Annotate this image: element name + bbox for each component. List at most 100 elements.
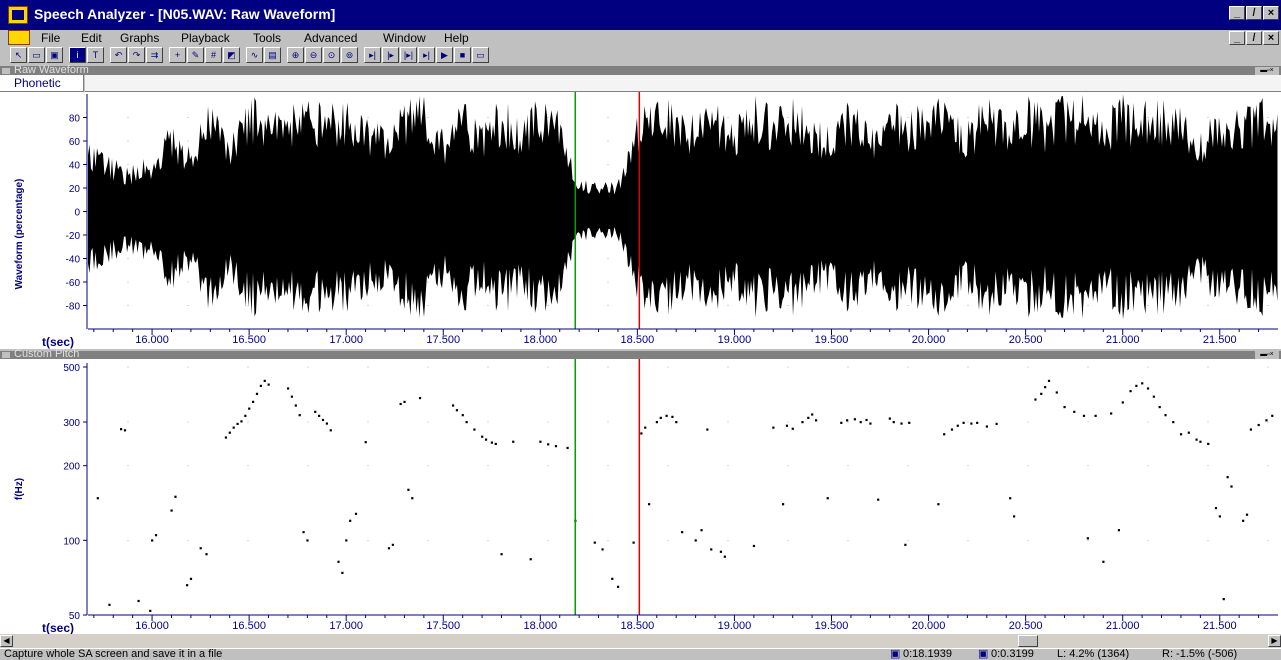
grid-dot	[187, 305, 189, 306]
info-icon[interactable]: i	[69, 47, 86, 63]
waveform-x-tick-label: 20.000	[912, 334, 946, 346]
zoom-in-icon[interactable]: ⊕	[287, 47, 304, 63]
zoom-all-icon[interactable]: ⊚	[341, 47, 358, 63]
pitch-point	[1086, 537, 1089, 540]
pitch-pane-header[interactable]: Custom Pitch ▬▫×	[0, 348, 1281, 360]
waveform-pane-header[interactable]: Raw Waveform ▬▫×	[0, 64, 1281, 76]
grid-dot	[967, 305, 969, 306]
redo-icon[interactable]: ↷	[128, 47, 145, 63]
grid-dot	[127, 465, 129, 467]
pitch-point	[407, 488, 410, 491]
pitch-point	[1047, 379, 1051, 382]
pitch-point	[1214, 507, 1218, 510]
zoom-out-icon[interactable]: ⊖	[305, 47, 322, 63]
text-icon[interactable]: T	[87, 47, 104, 63]
menu-bar: File Edit Graphs Playback Tools Advanced…	[0, 30, 1281, 46]
menu-file[interactable]: File	[41, 31, 61, 45]
restore-button[interactable]: ̸	[1246, 6, 1262, 20]
pitch-point	[236, 422, 239, 426]
add-segment-icon[interactable]: +	[169, 47, 186, 63]
menu-edit[interactable]: Edit	[81, 31, 102, 45]
app-icon[interactable]	[8, 6, 28, 24]
pitch-chart[interactable]: f(Hz) 500 300 200 100 50 t(sec) 16.000 16.500…	[0, 359, 1281, 634]
open-icon[interactable]: ▭	[28, 47, 45, 63]
scroll-right-icon[interactable]: ▶	[1268, 635, 1281, 647]
phonetic-label-box[interactable]: Phonetic	[0, 75, 84, 92]
pitch-point	[1117, 529, 1121, 532]
document-icon[interactable]	[8, 30, 30, 45]
grid-dot	[787, 539, 789, 541]
pane-window-buttons[interactable]: ▬▫×	[1255, 351, 1279, 359]
menu-help[interactable]: Help	[444, 31, 469, 45]
status-start-time: 0:18.1939	[903, 648, 952, 660]
add-point-icon[interactable]: #	[205, 47, 222, 63]
play-begin-icon[interactable]: ▸|	[364, 47, 381, 63]
edit-segment-icon[interactable]: ✎	[187, 47, 204, 63]
zoom-fit-icon[interactable]: ⊙	[323, 47, 340, 63]
pitch-point	[826, 497, 829, 500]
pitch-point	[318, 414, 321, 417]
pitch-point	[554, 445, 558, 448]
grid-dot	[607, 305, 609, 306]
grid-dot	[1147, 465, 1149, 467]
grid-dot	[247, 539, 249, 541]
play-icon[interactable]: ▶	[436, 47, 453, 63]
grid-dot	[727, 117, 729, 118]
doc-close-button[interactable]: ×	[1263, 31, 1279, 45]
menu-playback[interactable]: Playback	[181, 31, 230, 45]
play-between-icon[interactable]: |▸|	[400, 47, 417, 63]
grid-dot	[727, 366, 729, 368]
menu-advanced[interactable]: Advanced	[304, 31, 358, 45]
menu-graphs[interactable]: Graphs	[120, 31, 160, 45]
layout-icon[interactable]: ◩	[223, 47, 240, 63]
play-end-icon[interactable]: ▸|	[418, 47, 435, 63]
scroll-thumb[interactable]	[1018, 635, 1038, 647]
menu-tools[interactable]: Tools	[253, 31, 282, 45]
pitch-point	[465, 421, 468, 424]
grid-dot	[607, 164, 609, 165]
pitch-point	[411, 497, 414, 500]
horizontal-scrollbar[interactable]: ◀ ▶	[0, 634, 1281, 648]
pitch-point	[644, 426, 647, 429]
stop-icon[interactable]: ■	[454, 47, 471, 63]
pitch-point	[1245, 513, 1249, 516]
phonetic-annotation-strip[interactable]	[85, 75, 1281, 92]
grid-dot	[127, 421, 129, 423]
redo-all-icon[interactable]: ⇉	[146, 47, 163, 63]
cursor-icon[interactable]: ▤	[264, 47, 281, 63]
phonetic-label: Phonetic	[14, 76, 61, 90]
close-button[interactable]: ×	[1263, 6, 1279, 20]
menu-window[interactable]: Window	[383, 31, 426, 45]
waveform-chart[interactable]: Waveform (percentage) 80 60 40 20 0 -20 -40 -60…	[0, 92, 1281, 349]
grid-dot	[607, 421, 609, 423]
pitch-point	[888, 417, 891, 420]
pitch-x-tick-label: 19.000	[718, 620, 752, 632]
pitch-point	[655, 421, 658, 424]
grid-dot	[367, 305, 369, 306]
pitch-point	[199, 547, 202, 550]
grid-dot	[547, 539, 549, 541]
pane-window-buttons[interactable]: ▬▫×	[1255, 67, 1279, 75]
doc-restore-button[interactable]: ̸	[1246, 31, 1262, 45]
loop-icon[interactable]: ▭	[472, 47, 489, 63]
grid-dot	[727, 465, 729, 467]
pitch-point	[865, 418, 868, 422]
grid-dot	[187, 140, 189, 142]
grid-dot	[787, 465, 789, 467]
doc-minimize-button[interactable]: _	[1229, 31, 1245, 45]
scroll-left-icon[interactable]: ◀	[0, 635, 13, 647]
pitch-point	[224, 436, 228, 439]
play-cursor-icon[interactable]: |▸	[382, 47, 399, 63]
pitch-point	[151, 539, 154, 542]
grid-dot	[607, 187, 609, 189]
grid-dot	[907, 140, 909, 142]
pane-icon	[2, 352, 10, 358]
pitch-point	[601, 548, 604, 551]
save-icon[interactable]: ▣	[46, 47, 63, 63]
graph-icon[interactable]: ∿	[246, 47, 263, 63]
arrow-tool-icon[interactable]: ↖	[10, 47, 27, 63]
minimize-button[interactable]: _	[1229, 6, 1245, 20]
undo-icon[interactable]: ↶	[110, 47, 127, 63]
grid-dot	[967, 421, 969, 423]
pitch-point	[869, 422, 872, 425]
